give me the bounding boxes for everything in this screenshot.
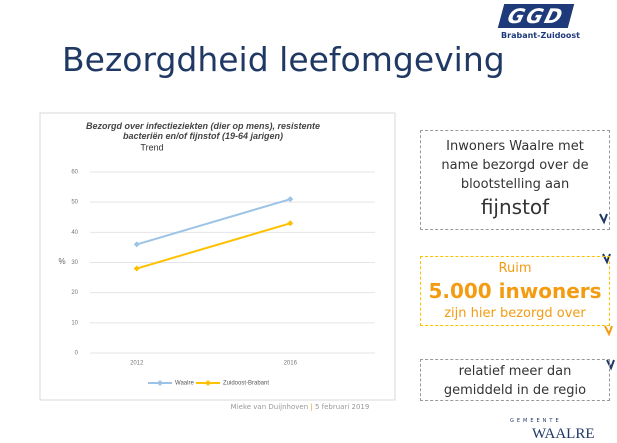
box-line: zijn hier bezorgd over <box>444 306 586 321</box>
point <box>287 196 294 203</box>
footer-date: 5 februari 2019 <box>314 403 370 411</box>
footer-separator: | <box>310 403 313 411</box>
y-axis-label: % <box>58 257 65 266</box>
municipality: WAALRE <box>532 426 595 442</box>
footer: Mieke van Duijnhoven | 5 februari 2019 <box>200 403 400 411</box>
municipality-small: GEMEENTE <box>510 418 562 424</box>
y-tick-label: 30 <box>71 260 78 266</box>
chart-frame <box>39 112 396 401</box>
chart-title: Bezorgd over infectieziekten (dier op me… <box>85 121 321 141</box>
series-line <box>136 222 291 270</box>
box-line: Ruim <box>498 261 532 276</box>
series-line <box>136 198 291 246</box>
chart-subtitle: Trend <box>140 142 163 152</box>
info-box: Inwoners Waalre met name bezorgd over de… <box>420 130 610 230</box>
box-highlight: fijnstof <box>480 195 550 219</box>
y-tick-label: 10 <box>71 320 78 326</box>
box-line: gemiddeld in de regio <box>443 383 587 398</box>
box-line: name bezorgd over de <box>441 158 589 173</box>
box-line: relatief meer dan <box>458 364 572 379</box>
slide-title: Bezorgdheid leefomgeving <box>62 40 505 79</box>
info-box: relatief meer dan gemiddeld in de regio <box>420 359 610 401</box>
x-tick-label: 2016 <box>284 361 298 367</box>
point <box>133 265 140 272</box>
y-tick-label: 0 <box>75 351 79 357</box>
box-line: Inwoners Waalre met <box>446 139 584 154</box>
legend-label: Zuidoost-Brabant <box>223 381 269 387</box>
logo-sub: Brabant-Zuidoost <box>501 31 580 40</box>
accent-stroke <box>606 359 615 371</box>
footer-author: Mieke van Duijnhoven <box>230 403 309 411</box>
accent-stroke <box>604 325 613 337</box>
legend-label: Waalre <box>175 381 194 387</box>
box-highlight: 5.000 inwoners <box>428 279 602 303</box>
y-tick-label: 40 <box>71 230 78 236</box>
y-tick-label: 20 <box>71 290 78 296</box>
legend-marker <box>157 380 163 386</box>
x-tick-label: 2012 <box>130 361 144 367</box>
info-box: Ruim 5.000 inwoners zijn hier bezorgd ov… <box>420 256 610 326</box>
point <box>133 241 140 248</box>
legend-marker <box>205 380 211 386</box>
point <box>287 220 294 227</box>
box-line: blootstelling aan <box>460 177 570 192</box>
accent-stroke <box>599 213 608 225</box>
logo-frame: GGD <box>495 4 575 28</box>
y-tick-label: 60 <box>71 170 78 176</box>
y-tick-label: 50 <box>71 200 78 206</box>
